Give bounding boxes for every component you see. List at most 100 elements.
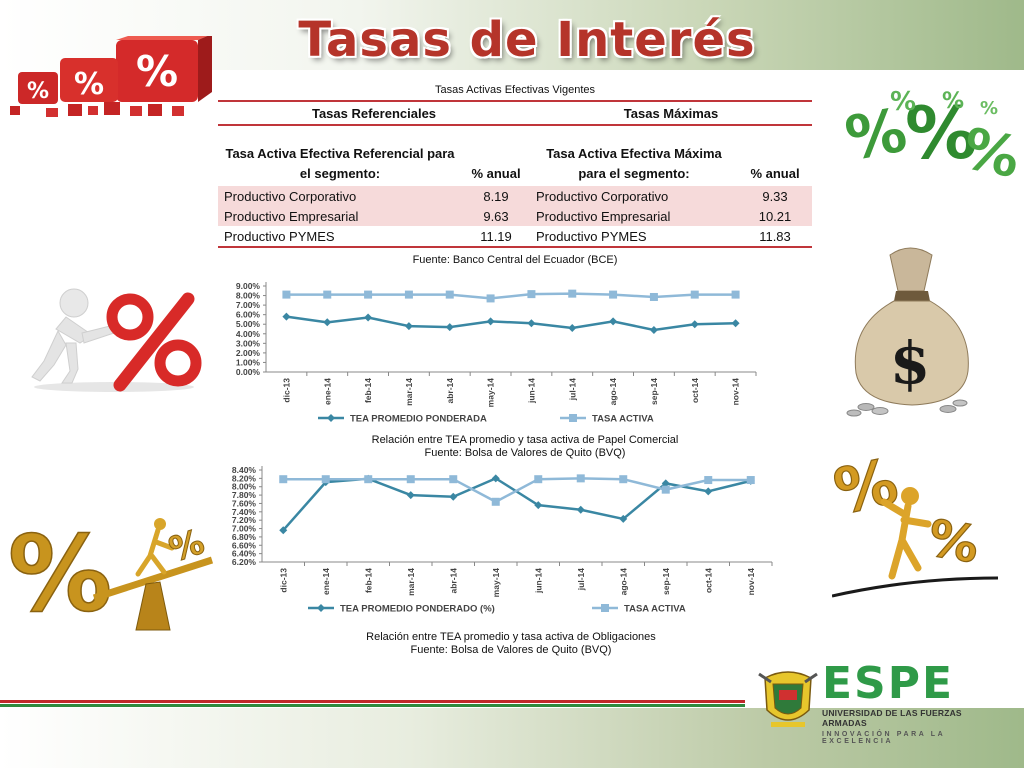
col-header-max-rate: % anual <box>750 166 800 181</box>
legend-marker <box>601 604 609 612</box>
data-point-diamond <box>731 319 740 328</box>
col-header-ref-segment: Tasa Activa Efectiva Referencial para el… <box>225 146 455 181</box>
y-tick-label: 6.00% <box>236 310 261 320</box>
rates-table: Tasas Referenciales Tasas Máximas Tasa A… <box>218 100 812 248</box>
data-point-diamond <box>282 312 291 321</box>
svg-text:%: % <box>924 509 983 575</box>
data-point-square <box>282 290 291 299</box>
data-point-diamond <box>704 487 713 496</box>
max-segment-cell: Productivo Corporativo <box>530 186 738 206</box>
x-tick-label: nov-14 <box>731 378 741 406</box>
data-point-square <box>364 475 373 484</box>
data-point-square <box>279 475 288 484</box>
group-header-maximas: Tasas Máximas <box>530 100 812 126</box>
y-tick-label: 6.80% <box>232 532 257 542</box>
svg-text:$: $ <box>890 329 930 397</box>
legend-label: TEA PROMEDIO PONDERADO (%) <box>340 604 495 615</box>
red-stripe <box>0 700 745 703</box>
data-point-square <box>486 294 495 303</box>
legend-marker <box>317 604 325 612</box>
x-tick-label: oct-14 <box>690 378 700 403</box>
data-point-square <box>323 290 332 299</box>
x-tick-label: ago-14 <box>618 568 628 596</box>
series-line <box>286 292 736 300</box>
data-point-square <box>690 290 699 299</box>
max-rate-cell: 11.83 <box>738 226 812 248</box>
data-point-square <box>568 289 577 298</box>
data-point-diamond <box>649 325 658 334</box>
data-point-square <box>661 485 670 494</box>
data-point-square <box>364 290 373 299</box>
x-tick-label: mar-14 <box>406 568 416 596</box>
data-point-diamond <box>661 479 670 488</box>
green-percent-image: % % % % % % <box>840 87 1020 190</box>
rates-table-block: Tasas Activas Efectivas Vigentes Tasas R… <box>218 80 812 248</box>
max-segment-cell: Productivo PYMES <box>530 226 738 248</box>
data-point-diamond <box>486 317 495 326</box>
espe-tagline: INNOVACIÓN PARA LA EXCELENCIA <box>822 731 946 745</box>
data-point-square <box>619 475 628 484</box>
espe-subtitle: UNIVERSIDAD DE LAS FUERZAS ARMADAS <box>822 708 962 728</box>
y-tick-label: 7.40% <box>232 507 257 517</box>
series-line <box>286 315 736 332</box>
x-tick-label: ago-14 <box>608 378 618 406</box>
green-stripe <box>0 704 745 707</box>
y-tick-label: 8.00% <box>236 291 261 301</box>
table-caption: Tasas Activas Efectivas Vigentes <box>435 84 595 96</box>
espe-crest-image <box>758 671 818 727</box>
data-point-square <box>731 290 740 299</box>
y-tick-label: 2.00% <box>236 348 261 358</box>
table-row: Productivo Corporativo 8.19 Productivo C… <box>218 186 812 206</box>
x-tick-label: ene-14 <box>321 568 331 595</box>
x-tick-label: may-14 <box>486 378 496 408</box>
y-tick-label: 5.00% <box>236 319 261 329</box>
y-tick-label: 7.80% <box>232 490 257 500</box>
x-tick-label: jul-14 <box>567 378 577 401</box>
ref-segment-cell: Productivo Corporativo <box>218 186 462 206</box>
svg-text:%: % <box>27 79 49 104</box>
x-tick-label: jun-14 <box>526 378 536 404</box>
data-point-square <box>449 475 458 484</box>
x-tick-label: feb-14 <box>363 378 373 403</box>
data-point-square <box>527 290 536 299</box>
ref-segment-cell: Productivo Empresarial <box>218 206 462 226</box>
ref-segment-cell: Productivo PYMES <box>218 226 462 248</box>
page-title: Tasas de Interés <box>298 12 756 68</box>
money-bag-image: $ <box>846 247 969 417</box>
data-point-diamond <box>619 514 628 523</box>
data-point-square <box>406 475 415 484</box>
y-tick-label: 9.00% <box>236 281 261 291</box>
chart2-caption: Relación entre TEA promedio y tasa activ… <box>366 631 656 643</box>
max-rate-cell: 9.33 <box>738 186 812 206</box>
data-point-square <box>321 475 330 484</box>
svg-text:%: % <box>957 116 1020 190</box>
y-tick-label: 7.00% <box>232 524 257 534</box>
legend-marker <box>569 414 577 422</box>
series-line <box>283 477 751 504</box>
espe-wordmark: ESPE <box>822 658 955 709</box>
y-tick-label: 8.40% <box>232 465 257 475</box>
data-point-diamond <box>323 318 332 327</box>
x-tick-label: sep-14 <box>661 568 671 595</box>
data-point-diamond <box>406 491 415 500</box>
data-point-diamond <box>491 474 500 483</box>
data-point-diamond <box>404 322 413 331</box>
x-tick-label: ene-14 <box>322 378 332 405</box>
svg-text:%: % <box>74 67 104 102</box>
table-row: Productivo Empresarial 9.63 Productivo E… <box>218 206 812 226</box>
data-point-diamond <box>534 501 543 510</box>
man-pushing-percent-image <box>31 288 202 392</box>
table-row: Productivo PYMES 11.19 Productivo PYMES … <box>218 226 812 248</box>
percent-dice-image: % % % <box>10 36 212 117</box>
svg-text:%: % <box>832 450 904 529</box>
x-tick-label: abr-14 <box>445 378 455 404</box>
svg-text:%: % <box>905 91 977 175</box>
chart-papel-comercial: 0.00%1.00%2.00%3.00%4.00%5.00%6.00%7.00%… <box>236 281 757 425</box>
data-point-square <box>576 474 585 483</box>
y-tick-label: 3.00% <box>236 338 261 348</box>
data-point-square <box>491 497 500 506</box>
col-header-max-segment: Tasa Activa Efectiva Máxima para el segm… <box>546 146 722 181</box>
svg-text:%: % <box>840 95 911 174</box>
svg-text:%: % <box>980 98 998 119</box>
svg-text:%: % <box>890 87 916 117</box>
